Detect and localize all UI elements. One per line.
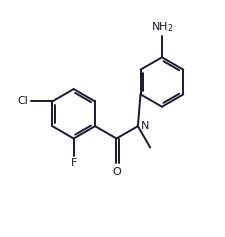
Text: O: O bbox=[112, 167, 121, 177]
Text: Cl: Cl bbox=[18, 96, 28, 106]
Text: NH$_2$: NH$_2$ bbox=[151, 21, 173, 34]
Text: F: F bbox=[70, 158, 77, 168]
Text: N: N bbox=[141, 121, 149, 131]
